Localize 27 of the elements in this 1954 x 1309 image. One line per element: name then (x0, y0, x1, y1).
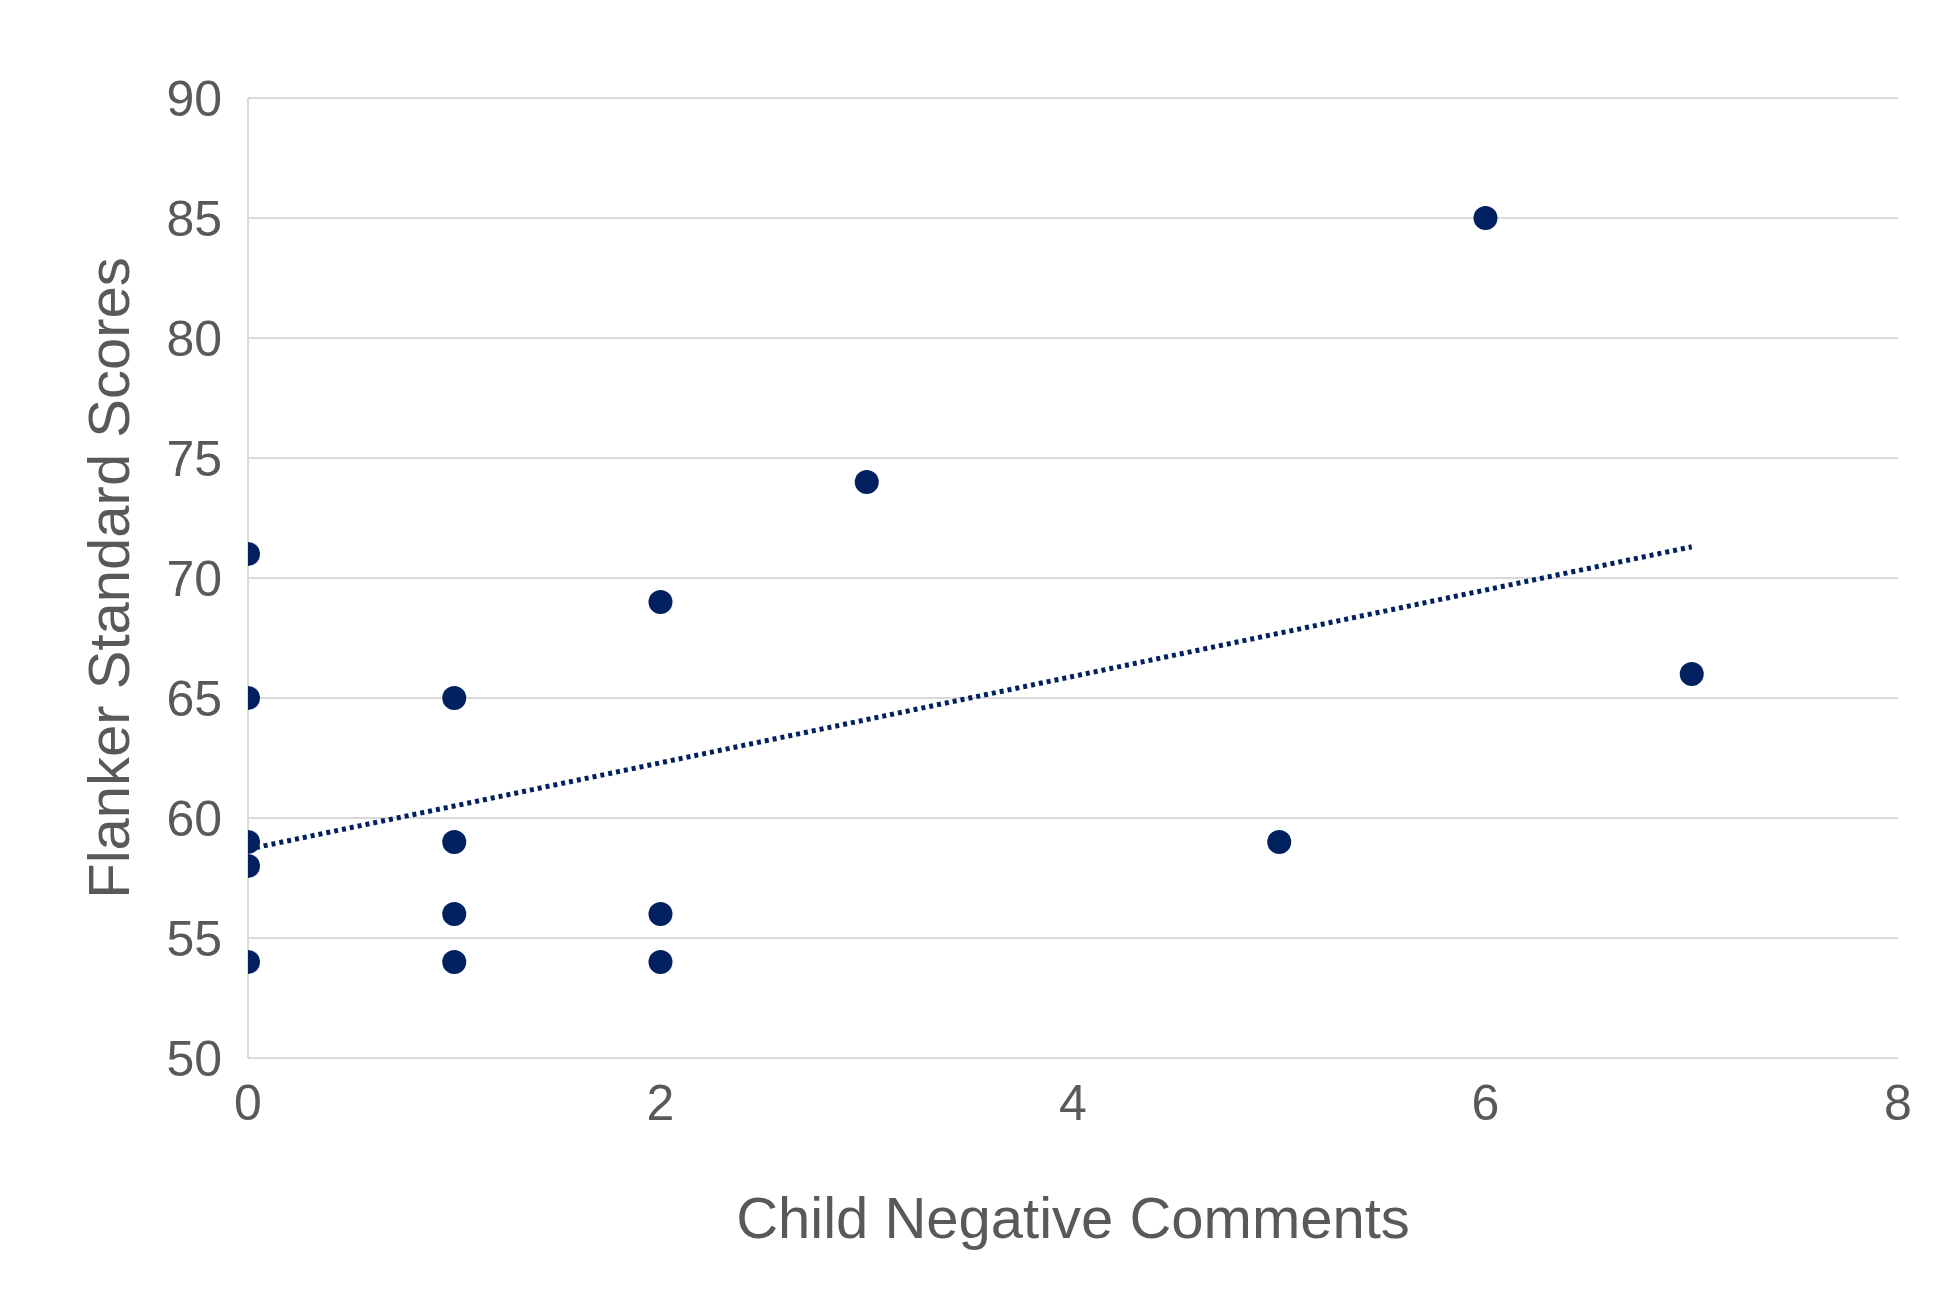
x-tick-label: 2 (646, 1074, 675, 1131)
point (1267, 830, 1292, 854)
point (442, 686, 467, 710)
x-tick-label: 0 (234, 1074, 262, 1131)
point (442, 902, 467, 926)
y-tick-label: 80 (166, 310, 222, 367)
y-tick-label: 50 (166, 1030, 222, 1087)
y-tick-label: 65 (166, 670, 222, 727)
point (1679, 662, 1704, 686)
x-axis-title: Child Negative Comments (736, 1185, 1410, 1250)
y-tick-label: 60 (166, 790, 222, 847)
point (854, 470, 879, 494)
point (648, 950, 673, 974)
y-axis-title: Flanker Standard Scores (75, 257, 141, 899)
point (442, 950, 467, 974)
y-tick-label: 55 (166, 910, 222, 967)
x-tick-label: 8 (1884, 1074, 1912, 1131)
point (442, 830, 467, 854)
x-tick-label: 6 (1471, 1074, 1500, 1131)
x-tick-label: 4 (1059, 1074, 1087, 1131)
y-tick-label: 85 (166, 190, 222, 247)
y-tick-label: 70 (166, 550, 222, 607)
y-tick-label: 90 (166, 70, 222, 127)
point (1473, 206, 1498, 230)
y-tick-label: 75 (166, 430, 222, 487)
point (648, 902, 673, 926)
point (648, 590, 673, 614)
